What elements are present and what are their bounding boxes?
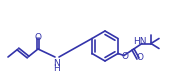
Text: O: O bbox=[136, 53, 143, 62]
Text: N: N bbox=[53, 59, 59, 68]
Text: O: O bbox=[122, 52, 129, 61]
Text: O: O bbox=[35, 33, 42, 41]
Text: HN: HN bbox=[133, 37, 147, 46]
Text: H: H bbox=[53, 64, 59, 73]
